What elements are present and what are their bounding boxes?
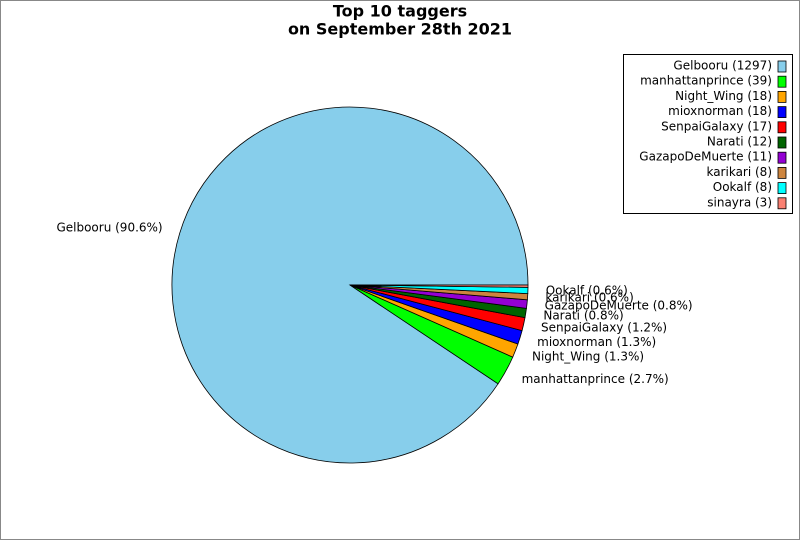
legend-label: SenpaiGalaxy (17) — [661, 119, 772, 133]
slice-label: karikari (0.6%) — [545, 290, 633, 304]
slice-label: manhattanprince (2.7%) — [522, 372, 669, 386]
legend-label: Night_Wing (18) — [675, 89, 772, 103]
chart-title: Top 10 taggers — [333, 2, 467, 21]
legend-swatch — [777, 166, 787, 179]
slice-label: Gelbooru (90.6%) — [56, 221, 162, 235]
legend-label: sinayra (3) — [707, 195, 772, 209]
legend-label: mioxnorman (18) — [668, 104, 772, 118]
legend-swatch — [777, 91, 787, 103]
slice-label: Night_Wing (1.3%) — [532, 350, 644, 364]
legend-swatch — [777, 197, 787, 210]
slice-label: mioxnorman (1.3%) — [537, 335, 656, 349]
legend-label: GazapoDeMuerte (11) — [639, 150, 772, 164]
slice-label: Narati (0.8%) — [543, 308, 623, 322]
slice-label: Ookalf (0.6%) — [546, 284, 628, 298]
slice-label: SenpaiGalaxy (1.2%) — [541, 321, 667, 335]
legend-swatch — [777, 121, 787, 134]
slice-label: GazapoDeMuerte (0.8%) — [545, 299, 693, 313]
legend-swatch — [777, 75, 787, 88]
legend-swatch — [777, 60, 787, 73]
legend-box — [623, 54, 793, 214]
legend-swatch — [777, 136, 787, 149]
legend-label: Narati (12) — [707, 135, 772, 149]
legend-label: manhattanprince (39) — [640, 74, 772, 88]
pie-slice — [349, 284, 529, 288]
legend-swatch — [777, 151, 787, 164]
chart-subtitle: on September 28th 2021 — [288, 20, 512, 39]
legend-swatch — [777, 182, 787, 195]
legend-label: karikari (8) — [706, 165, 772, 179]
legend-swatch — [777, 106, 787, 118]
legend-label: Gelbooru (1297) — [673, 59, 772, 73]
legend-label: Ookalf (8) — [713, 180, 772, 194]
